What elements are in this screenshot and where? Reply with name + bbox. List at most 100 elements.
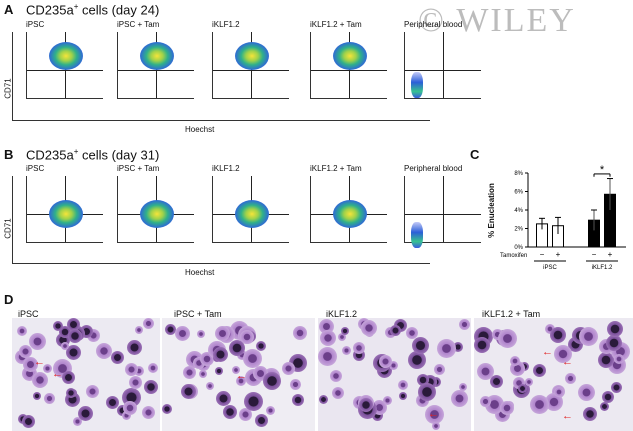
panel_b-flow-plot-0	[26, 176, 103, 243]
panel-a-xlabel: Hoechst	[185, 125, 215, 134]
tamoxifen-sign: +	[556, 250, 561, 259]
stained-cell	[545, 324, 555, 334]
stained-cell	[66, 388, 76, 398]
enucleation-arrow-icon: ←	[562, 410, 573, 422]
stained-cell	[33, 392, 41, 400]
stained-cell	[406, 327, 418, 339]
stained-cell	[162, 404, 172, 414]
panel_b-plot-label-1: iPSC + Tam	[117, 164, 160, 173]
stained-cell	[183, 366, 196, 379]
stained-cell	[434, 364, 445, 375]
stained-cell	[61, 342, 69, 350]
stained-cell	[602, 391, 614, 403]
stained-cell	[477, 363, 494, 380]
stained-cell	[237, 350, 247, 360]
micro-ipsc-tam: ←	[162, 318, 315, 431]
stained-cell	[490, 375, 503, 388]
panel-b-letter: B	[4, 147, 14, 162]
stained-cell	[453, 342, 463, 352]
stained-cell	[320, 330, 336, 346]
enucleation-arrow-icon: ←	[236, 370, 247, 382]
cell-population-blob	[49, 42, 83, 70]
enucleation-arrow-icon: ←	[34, 356, 45, 368]
stained-cell	[32, 372, 48, 388]
stained-cell	[144, 380, 158, 394]
stained-cell	[398, 380, 408, 390]
stained-cell	[292, 394, 304, 406]
panel_a-plot-label-0: iPSC	[26, 20, 45, 29]
micro-label-4: iKLF1.2 + Tam	[482, 309, 541, 319]
stained-cell	[530, 395, 549, 414]
stained-cell	[282, 362, 295, 375]
stained-cell	[518, 384, 527, 393]
panel_b-flow-plot-2	[212, 176, 289, 243]
panel_b-plot-label-2: iKLF1.2	[212, 164, 240, 173]
stained-cell	[22, 415, 35, 428]
stained-cell	[232, 366, 240, 374]
stained-cell	[319, 395, 328, 404]
tamoxifen-label: Tamoxifen	[500, 253, 527, 259]
stained-cell	[606, 335, 622, 351]
stained-cell	[255, 414, 268, 427]
panel_a-flow-plot-3	[310, 32, 387, 99]
cell-population-blob	[411, 72, 423, 98]
stained-cell	[492, 329, 503, 340]
stained-cell	[117, 405, 128, 416]
micro-label-3: iKLF1.2	[326, 309, 358, 319]
panel_b-flow-plot-3	[310, 176, 387, 243]
panel-c-ylabel: % Enucleation	[486, 183, 496, 238]
panel-a-title: CD235a+ cells (day 24)	[26, 2, 160, 18]
y-tick-label: 8%	[514, 171, 523, 177]
significance-star: *	[600, 165, 605, 176]
stained-cell	[318, 347, 337, 366]
stained-cell	[611, 382, 622, 393]
stained-cell	[43, 364, 52, 373]
stained-cell	[127, 340, 142, 355]
group-label: iKLF1.2	[592, 265, 613, 271]
stained-cell	[23, 357, 38, 372]
stained-cell	[578, 384, 595, 401]
panel-b-x-arrow	[12, 263, 430, 265]
stained-cell	[236, 376, 246, 386]
panel_a-plot-label-1: iPSC + Tam	[117, 20, 160, 29]
panel-a-letter: A	[4, 2, 14, 17]
panel_b-flow-plot-4	[404, 176, 481, 248]
y-tick-label: 2%	[514, 227, 523, 233]
stained-cell	[243, 349, 262, 368]
panel_a-plot-label-2: iKLF1.2	[212, 20, 240, 29]
stained-cell	[66, 345, 81, 360]
stained-cell	[29, 333, 46, 350]
stained-cell	[96, 343, 112, 359]
stained-cell	[379, 355, 392, 368]
stained-cell	[399, 392, 407, 400]
stained-cell	[44, 393, 55, 404]
stained-cell	[256, 341, 266, 351]
stained-cell	[175, 326, 190, 341]
stained-cell	[199, 370, 207, 378]
stained-cell	[425, 405, 444, 424]
stained-cell	[263, 372, 281, 390]
stained-cell	[554, 345, 572, 363]
stained-cell	[197, 330, 205, 338]
stained-cell	[361, 320, 377, 336]
stained-cell	[129, 376, 142, 389]
stained-cell	[240, 330, 254, 344]
panel_a-flow-plot-2	[212, 32, 289, 99]
panel_a-plot-label-4: Peripheral blood	[404, 20, 463, 29]
stained-cell	[142, 406, 155, 419]
y-tick-label: 0%	[514, 245, 523, 251]
stained-cell	[122, 411, 131, 420]
stained-cell	[565, 373, 576, 384]
stained-cell	[330, 370, 342, 382]
micro-ipsc: iPSC ← ←	[12, 318, 160, 431]
cell-population-blob	[235, 200, 269, 228]
stained-cell	[244, 392, 263, 411]
stained-cell	[125, 363, 138, 376]
y-tick-label: 6%	[514, 190, 523, 196]
stained-cell	[451, 390, 468, 407]
micro-label-1: iPSC	[18, 309, 39, 319]
stained-cell	[583, 407, 597, 421]
tamoxifen-sign: −	[540, 250, 545, 259]
stained-cell	[480, 396, 491, 407]
stained-cell	[73, 417, 82, 426]
